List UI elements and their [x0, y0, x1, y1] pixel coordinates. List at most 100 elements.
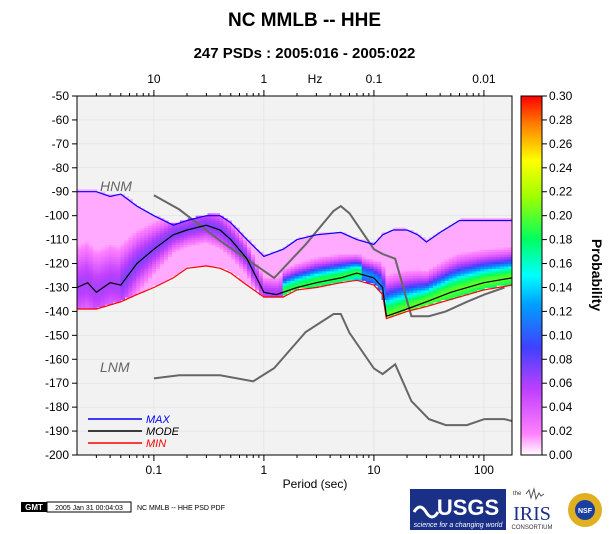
pdf-cell: [175, 244, 181, 248]
pdf-cell: [152, 275, 157, 279]
pdf-cell: [401, 275, 406, 279]
pdf-cell: [500, 241, 505, 245]
pdf-cell: [167, 232, 173, 236]
pdf-cell: [290, 261, 296, 265]
pdf-cell: [84, 237, 90, 241]
pdf-cell: [262, 265, 268, 269]
pdf-cell: [393, 301, 398, 305]
pdf-cell: [251, 285, 256, 289]
pdf-cell: [116, 213, 122, 217]
pdf-cell: [448, 292, 454, 296]
pdf-cell: [496, 225, 501, 229]
pdf-cell: [460, 241, 466, 245]
pdf-cell: [341, 237, 347, 241]
pdf-cell: [413, 275, 418, 279]
pdf-cell: [80, 256, 86, 260]
pdf-cell: [235, 273, 240, 277]
pdf-cell: [128, 198, 133, 202]
pdf-cell: [464, 285, 470, 289]
pdf-cell: [508, 241, 512, 245]
pdf-cell: [179, 244, 185, 248]
pdf-cell: [243, 263, 248, 267]
pdf-cell: [448, 246, 454, 250]
pdf-cell: [227, 239, 232, 243]
pdf-cell: [164, 256, 169, 260]
pdf-cell: [80, 294, 86, 298]
pdf-cell: [195, 246, 201, 250]
pdf-cell: [314, 277, 319, 281]
pdf-cell: [341, 268, 347, 272]
pdf-cell: [278, 253, 284, 257]
y-tick-label: -50: [52, 89, 70, 103]
pdf-cell: [492, 220, 497, 224]
pdf-cell: [77, 241, 82, 245]
pdf-cell: [290, 263, 296, 267]
pdf-cell: [124, 237, 130, 241]
pdf-cell: [310, 268, 315, 272]
pdf-cell: [369, 270, 375, 274]
pdf-cell: [175, 232, 181, 236]
pdf-cell: [108, 203, 114, 207]
pdf-cell: [468, 249, 474, 253]
pdf-cell: [480, 280, 485, 284]
seismogram-icon: [525, 487, 545, 501]
pdf-cell: [393, 304, 398, 308]
pdf-cell: [254, 270, 260, 274]
pdf-cell: [448, 285, 454, 289]
pdf-cell: [219, 232, 224, 236]
pdf-cell: [488, 253, 493, 257]
pdf-cell: [468, 253, 474, 257]
pdf-cell: [92, 285, 98, 289]
pdf-cell: [302, 282, 307, 286]
pdf-cell: [401, 273, 406, 277]
pdf-cell: [96, 297, 102, 301]
pdf-cell: [88, 289, 94, 293]
pdf-cell: [128, 280, 133, 284]
pdf-cell: [164, 232, 169, 236]
pdf-cell: [160, 222, 165, 226]
pdf-cell: [175, 268, 181, 272]
pdf-cell: [472, 249, 478, 253]
pdf-cell: [326, 244, 331, 248]
pdf-cell: [500, 256, 505, 260]
pdf-cell: [187, 225, 193, 229]
pdf-cell: [100, 241, 106, 245]
pdf-cell: [480, 263, 485, 267]
pdf-cell: [243, 258, 248, 262]
pdf-cell: [492, 270, 497, 274]
pdf-cell: [175, 234, 181, 238]
legend-min-label: MIN: [146, 438, 166, 450]
pdf-cell: [100, 194, 106, 198]
pdf-cell: [132, 268, 137, 272]
pdf-cell: [128, 201, 133, 205]
pdf-cell: [92, 263, 98, 267]
pdf-cell: [500, 273, 505, 277]
pdf-cell: [345, 270, 351, 274]
pdf-cell: [164, 275, 169, 279]
pdf-cell: [92, 301, 98, 305]
pdf-cell: [84, 277, 90, 281]
pdf-cell: [128, 265, 133, 269]
pdf-cell: [104, 277, 110, 281]
pdf-cell: [167, 227, 173, 231]
pdf-cell: [152, 227, 157, 231]
legend-mode-label: MODE: [146, 426, 180, 438]
pdf-cell: [116, 294, 122, 298]
pdf-cell: [164, 253, 169, 257]
pdf-cell: [112, 230, 118, 234]
pdf-cell: [211, 261, 217, 265]
pdf-cell: [472, 285, 478, 289]
pdf-cell: [199, 227, 205, 231]
pdf-cell: [310, 244, 315, 248]
pdf-cell: [124, 292, 130, 296]
pdf-cell: [476, 227, 481, 231]
pdf-cell: [167, 249, 173, 253]
pdf-cell: [100, 208, 106, 212]
pdf-cell: [314, 246, 319, 250]
pdf-cell: [444, 246, 450, 250]
pdf-cell: [409, 261, 414, 265]
pdf-cell: [179, 246, 185, 250]
pdf-cell: [341, 270, 347, 274]
pdf-cell: [290, 249, 296, 253]
pdf-cell: [425, 265, 430, 269]
